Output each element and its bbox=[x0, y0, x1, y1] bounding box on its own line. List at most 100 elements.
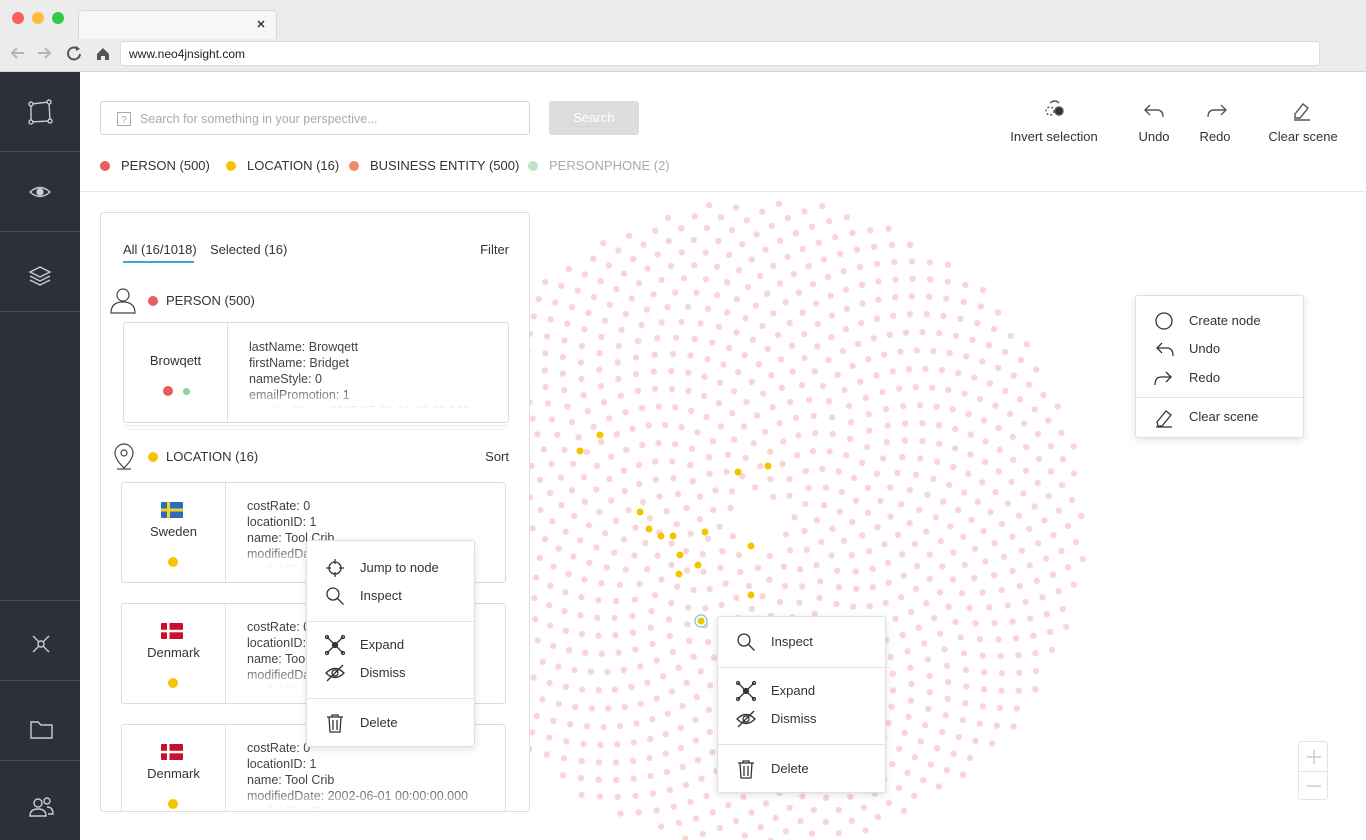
graph-node bbox=[581, 271, 589, 278]
graph-node bbox=[611, 686, 619, 693]
node-card[interactable]: Browqett lastName: Browqett firstName: Bri… bbox=[123, 322, 509, 423]
graph-node bbox=[639, 498, 647, 506]
menu-item[interactable]: Inspect bbox=[360, 588, 402, 603]
search-button[interactable]: Search bbox=[549, 101, 639, 135]
graph-node bbox=[787, 398, 794, 406]
menu-item[interactable]: Delete bbox=[771, 761, 809, 776]
graph-node bbox=[541, 535, 549, 543]
menu-item[interactable]: Jump to node bbox=[360, 560, 439, 575]
tab-underline bbox=[123, 261, 194, 263]
menu-item[interactable]: Clear scene bbox=[1189, 409, 1259, 424]
graph-node bbox=[665, 616, 673, 623]
browser-tab[interactable] bbox=[78, 10, 277, 39]
graph-node bbox=[924, 656, 931, 663]
graph-node bbox=[542, 383, 549, 391]
graph-node bbox=[669, 350, 676, 358]
card-dot bbox=[163, 386, 173, 396]
sidebar-icons[interactable] bbox=[0, 72, 80, 840]
graph-node bbox=[1058, 482, 1066, 489]
graph-node bbox=[658, 319, 665, 326]
graph-node bbox=[755, 361, 762, 368]
graph-node bbox=[819, 382, 827, 390]
menu-divider bbox=[307, 698, 474, 699]
toolbar-button[interactable]: Clear scene bbox=[1268, 129, 1338, 144]
menu-item[interactable]: Expand bbox=[360, 637, 405, 652]
graph-node bbox=[858, 281, 866, 288]
graph-node bbox=[1015, 512, 1023, 519]
zoom-icons[interactable] bbox=[1299, 742, 1329, 801]
graph-node bbox=[863, 443, 871, 451]
graph-node bbox=[630, 739, 638, 746]
graph-node bbox=[914, 562, 921, 570]
graph-node bbox=[980, 417, 988, 424]
legend-label[interactable]: PERSONPHONE (2) bbox=[549, 158, 670, 173]
graph-node bbox=[646, 515, 653, 522]
graph-node bbox=[946, 349, 953, 357]
menu-item[interactable]: Redo bbox=[1189, 370, 1221, 385]
graph-node bbox=[815, 239, 822, 246]
graph-node bbox=[957, 634, 964, 641]
legend-label[interactable]: PERSON (500) bbox=[121, 158, 210, 173]
tab-close[interactable] bbox=[255, 18, 267, 30]
graph-node bbox=[859, 459, 866, 466]
graph-node bbox=[756, 272, 764, 280]
graph-node bbox=[530, 674, 537, 681]
graph-node bbox=[873, 470, 881, 477]
menu-item[interactable]: Create node bbox=[1189, 313, 1261, 328]
graph-node bbox=[703, 413, 710, 421]
graph-node bbox=[652, 227, 659, 235]
graph-node bbox=[822, 818, 830, 826]
graph-node bbox=[835, 829, 842, 837]
graph-node bbox=[685, 604, 692, 611]
graph-node bbox=[685, 387, 692, 395]
graph-node bbox=[663, 508, 670, 515]
tab-all[interactable]: All (16/1018) bbox=[123, 242, 197, 257]
toolbar-button[interactable]: Undo bbox=[1138, 129, 1170, 144]
graph-node bbox=[666, 786, 673, 793]
graph-node bbox=[1030, 632, 1037, 639]
graph-node bbox=[677, 744, 685, 751]
graph-node bbox=[921, 640, 928, 647]
graph-node bbox=[979, 652, 986, 659]
graph-node bbox=[548, 460, 555, 468]
property: costRate: 0 bbox=[247, 620, 311, 634]
graph-node bbox=[786, 547, 794, 554]
graph-node bbox=[691, 335, 698, 343]
graph-node bbox=[705, 706, 712, 713]
sort-button[interactable]: Sort bbox=[485, 449, 509, 464]
graph-node bbox=[839, 347, 847, 355]
graph-node bbox=[959, 771, 967, 778]
graph-node bbox=[883, 439, 890, 446]
graph-node bbox=[663, 768, 671, 776]
graph-node bbox=[720, 361, 727, 368]
graph-node bbox=[675, 664, 682, 671]
graph-node bbox=[677, 724, 685, 731]
menu-item[interactable]: Inspect bbox=[771, 634, 813, 649]
toolbar-button[interactable]: Redo bbox=[1199, 129, 1231, 144]
address-bar[interactable]: www.neo4jnsight.com bbox=[120, 41, 1320, 66]
zoom-control[interactable] bbox=[1298, 741, 1329, 801]
filter-button[interactable]: Filter bbox=[480, 242, 509, 257]
menu-item[interactable]: Delete bbox=[360, 715, 398, 730]
search-input[interactable]: ? Search for something in your perspecti… bbox=[100, 101, 530, 135]
menu-item[interactable]: Expand bbox=[771, 683, 816, 698]
graph-node bbox=[784, 253, 791, 261]
menu-item[interactable]: Dismiss bbox=[771, 711, 817, 726]
tab-selected[interactable]: Selected (16) bbox=[210, 242, 288, 257]
graph-node bbox=[588, 705, 595, 712]
graph-node bbox=[958, 590, 966, 597]
menu-item[interactable]: Dismiss bbox=[360, 665, 406, 680]
graph-node bbox=[658, 276, 665, 283]
graph-node bbox=[963, 683, 970, 690]
menu-item[interactable]: Undo bbox=[1189, 341, 1221, 356]
graph-node bbox=[571, 512, 578, 520]
legend-label[interactable]: BUSINESS ENTITY (500) bbox=[370, 158, 520, 173]
nav-buttons[interactable] bbox=[0, 40, 120, 68]
flag-icon bbox=[161, 623, 183, 639]
legend-label[interactable]: LOCATION (16) bbox=[247, 158, 340, 173]
graph-node bbox=[633, 720, 640, 727]
toolbar-button[interactable]: Invert selection bbox=[1010, 129, 1098, 144]
graph-node bbox=[584, 408, 591, 415]
graph-node bbox=[759, 322, 766, 330]
graph-node bbox=[795, 289, 802, 296]
